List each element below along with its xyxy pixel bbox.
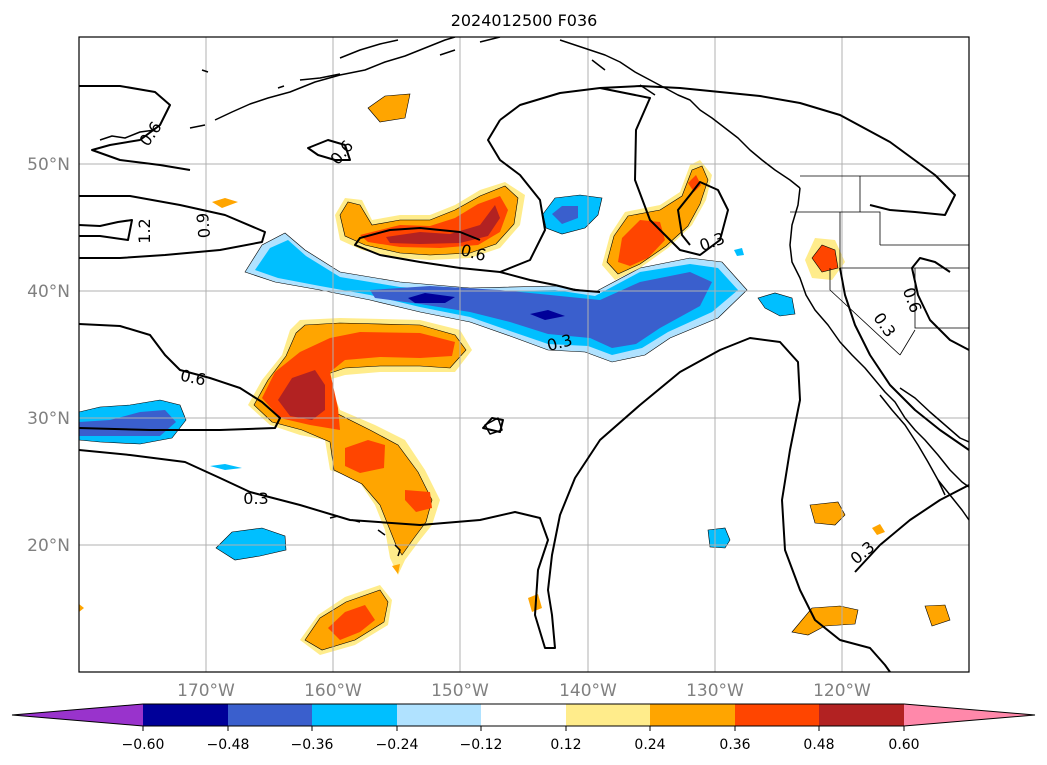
neg-spot-21n [215, 527, 287, 561]
contour-label-8: 1.2 [135, 218, 154, 243]
contour-03-sw [79, 337, 891, 672]
lon-label-120w: 120°W [813, 681, 871, 701]
neg-spot-43n-128w [734, 248, 744, 256]
longitude-labels: 170°W 160°W 150°W 140°W 130°W 120°W [177, 681, 871, 701]
colorbar-ticks [142, 726, 905, 731]
colorbar-label-2: −0.48 [207, 737, 250, 753]
contour-06-east-coast [911, 257, 969, 351]
pos-plume-red2 [345, 440, 432, 512]
colorbar-label-10: 0.60 [888, 737, 919, 753]
contour-09 [79, 195, 266, 259]
colorbar-bin-9 [819, 704, 904, 726]
colorbar-extend-low [12, 704, 143, 726]
map-frame [78, 36, 970, 673]
coast-mexico [937, 479, 969, 521]
contour-06-north [499, 85, 956, 216]
pos-plume-core [278, 370, 325, 420]
coast-aleutians [99, 37, 456, 141]
contour-label-9: 0.9 [193, 212, 214, 239]
neg-spot-46n-blue [552, 206, 578, 224]
lat-label-20n: 20°N [27, 536, 70, 556]
contour-03-east-coast [839, 267, 969, 451]
pos-spot-42n-121w-red [811, 244, 839, 273]
pos-band-45n-core [386, 205, 500, 244]
latitude-labels: 50°N 40°N 30°N 20°N [27, 155, 70, 556]
lon-label-140w: 140°W [559, 681, 617, 701]
pos-spot-43n-136w-red [618, 175, 701, 266]
pos-spot-47n [212, 198, 238, 208]
contour-small-ring [482, 417, 504, 433]
border-states [790, 176, 969, 356]
coastlines [99, 37, 969, 557]
colorbar-label-3: −0.36 [291, 737, 334, 753]
colorbar-label-4: −0.24 [376, 737, 419, 753]
colorbar-label-7: 0.24 [634, 737, 665, 753]
pos-spot-14n-113w [924, 604, 951, 627]
coast-islands-small [201, 69, 503, 435]
neg-spot-38n-125w [757, 292, 796, 317]
neg-band-39n-navy [408, 293, 565, 320]
lat-label-40n: 40°N [27, 282, 70, 302]
positive-anomaly-fills [79, 93, 951, 655]
pos-spot-14n-red [328, 605, 375, 640]
neg-spot-24n [210, 464, 242, 470]
colorbar-label-6: 0.12 [550, 737, 581, 753]
coast-alaska-gulf [299, 37, 801, 189]
contour-label-11: 0.3 [869, 309, 899, 341]
contour-06-mid [354, 119, 546, 273]
contour-label-12: 0.3 [847, 537, 879, 568]
contour-06-nw [79, 85, 191, 171]
pos-spot-14n-122w [791, 605, 859, 636]
lat-label-50n: 50°N [27, 155, 70, 175]
colorbar-bin-5 [481, 704, 566, 726]
pos-spot-23n-120w [809, 501, 846, 526]
contour-06-sw [79, 323, 281, 431]
lat-label-30n: 30°N [27, 409, 70, 429]
colorbar-bin-7 [650, 704, 735, 726]
contour-lines [79, 85, 969, 672]
colorbar-label-5: −0.12 [460, 737, 503, 753]
coast-west-us [789, 187, 969, 488]
chart-title: 2024012500 F036 [451, 11, 598, 30]
colorbar-extend-high [904, 704, 1035, 726]
colorbar-label-1: −0.60 [122, 737, 165, 753]
map-area: 0.6 0.3 0.6 0.3 0.3 0.6 0.6 1.2 0.9 0.6 … [79, 37, 969, 672]
colorbar-bin-2 [228, 704, 312, 726]
contour-03-se [854, 484, 969, 573]
lon-label-170w: 170°W [177, 681, 235, 701]
colorbar: −0.60 −0.48 −0.36 −0.24 −0.12 0.12 0.24 … [11, 703, 1036, 753]
colorbar-bin-1 [143, 704, 228, 726]
neg-spot-20n-130w [707, 527, 731, 549]
colorbar-bin-8 [735, 704, 819, 726]
pos-spot-15n-180 [79, 604, 84, 612]
lon-label-150w: 150°W [431, 681, 489, 701]
contour-06-small [307, 139, 351, 161]
pos-spot-17n-156w [392, 564, 400, 574]
colorbar-bin-6 [566, 704, 650, 726]
colorbar-bin-3 [312, 704, 397, 726]
contour-label-2: 0.3 [243, 489, 268, 508]
political-borders [790, 175, 969, 356]
gridlines [79, 37, 969, 672]
contour-label-1: 0.6 [179, 366, 208, 390]
contour-03-mid [499, 271, 601, 293]
pos-spot-54n [367, 93, 411, 123]
colorbar-label-8: 0.36 [719, 737, 750, 753]
lon-label-130w: 130°W [686, 681, 744, 701]
lon-label-160w: 160°W [304, 681, 362, 701]
contour-12 [79, 219, 133, 241]
colorbar-bin-4 [397, 704, 481, 726]
colorbar-label-9: 0.48 [803, 737, 834, 753]
contour-06-east [599, 87, 729, 256]
pos-spot-21n-124w [872, 524, 885, 535]
contour-label-10: 0.6 [899, 285, 926, 315]
